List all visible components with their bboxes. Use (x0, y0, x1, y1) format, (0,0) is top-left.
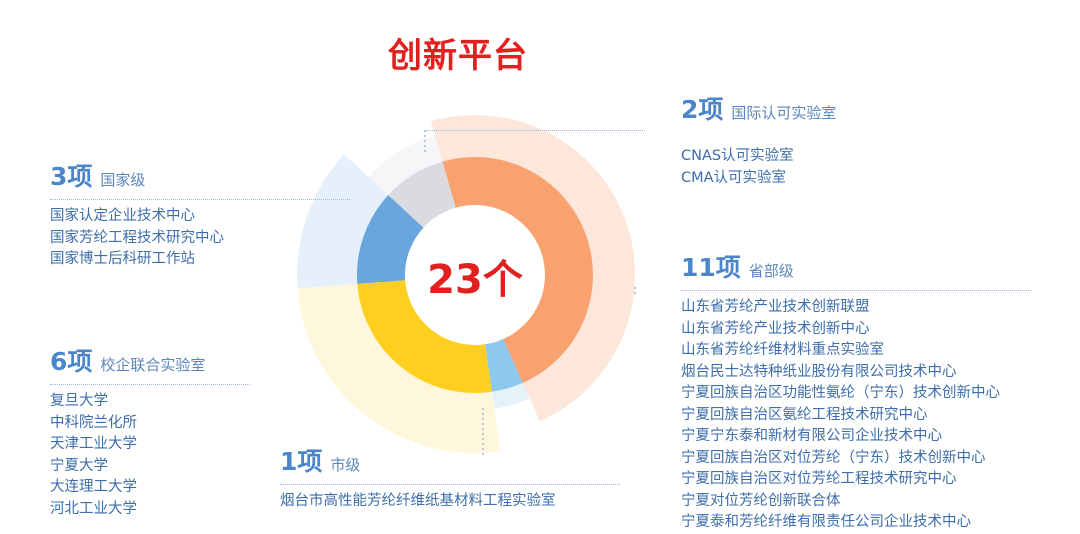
divider (425, 130, 645, 131)
list-item: 宁夏回族自治区功能性氨纶（宁东）技术创新中心 (681, 385, 1000, 401)
group-school-count: 6项 (50, 347, 93, 376)
donut-slice (485, 339, 523, 392)
donut-slice (356, 195, 424, 284)
list-item: 宁夏泰和芳纶纤维有限责任公司企业技术中心 (681, 514, 971, 530)
list-item: 山东省芳纶纤维材料重点实验室 (681, 342, 884, 358)
list-item: 国家认定企业技术中心 (50, 208, 195, 224)
group-school-header: 6项 校企联合实验室 (50, 342, 250, 378)
list-item: 河北工业大学 (50, 500, 137, 517)
group-provincial-header: 11项 省部级 (681, 248, 1031, 284)
list-item: 山东省芳纶产业技术创新中心 (681, 320, 870, 337)
list-item: 大连理工大学 (50, 479, 137, 495)
group-city-header: 1项 市级 (280, 442, 620, 478)
group-intl-label: 国际认可实验室 (731, 104, 837, 122)
list-item: 宁夏回族自治区氨纶工程技术研究中心 (681, 406, 928, 423)
group-city: 1项 市级 烟台市高性能芳纶纤维纸基材料工程实验室 (280, 442, 620, 513)
group-national-label: 国家级 (100, 171, 146, 189)
group-intl-items: CNAS认可实验室 CMA认可实验室 (681, 146, 836, 189)
slice-halo (430, 114, 636, 422)
list-item: 烟台民士达特种纸业股份有限公司技术中心 (681, 363, 957, 380)
list-item: 国家芳纶工程技术研究中心 (50, 229, 224, 246)
list-item: 宁夏宁东泰和新材有限公司企业技术中心 (681, 428, 942, 444)
leader-lines (424, 130, 636, 458)
divider (280, 484, 620, 485)
group-intl-count: 2项 (681, 95, 724, 124)
group-school-items: 复旦大学 中科院兰化所 天津工业大学 宁夏大学 大连理工大学 河北工业大学 (50, 391, 250, 520)
donut-slice (388, 161, 456, 228)
group-provincial: 11项 省部级 山东省芳纶产业技术创新联盟 山东省芳纶产业技术创新中心 山东省芳纶… (681, 248, 1031, 534)
group-provincial-label: 省部级 (748, 262, 794, 280)
group-intl-header: 2项 国际认可实验室 (681, 90, 836, 126)
slice-halo (296, 154, 389, 289)
slice-halo (368, 135, 443, 196)
list-item: 中科院兰化所 (50, 414, 137, 431)
donut-slice (357, 280, 492, 394)
group-national-items: 国家认定企业技术中心 国家芳纶工程技术研究中心 国家博士后科研工作站 (50, 206, 350, 271)
divider (50, 199, 350, 200)
group-provincial-count: 11项 (681, 253, 741, 282)
slice-layer (356, 157, 593, 394)
list-item: CMA认可实验室 (681, 169, 787, 186)
group-city-label: 市级 (330, 456, 361, 474)
group-national-count: 3项 (50, 162, 93, 191)
page-title: 创新平台 (388, 36, 528, 76)
list-item: 宁夏回族自治区对位芳纶工程技术研究中心 (681, 471, 957, 487)
divider (50, 384, 250, 385)
group-school-label: 校企联合实验室 (100, 356, 206, 374)
group-city-count: 1项 (280, 447, 323, 476)
list-item: 宁夏大学 (50, 457, 108, 474)
group-provincial-items: 山东省芳纶产业技术创新联盟 山东省芳纶产业技术创新中心 山东省芳纶纤维材料重点实… (681, 297, 1031, 534)
slice-halo (297, 283, 501, 453)
list-item: 国家博士后科研工作站 (50, 251, 195, 267)
center-total-value: 23个 (427, 257, 523, 303)
list-item: 宁夏对位芳纶创新联合体 (681, 492, 841, 509)
list-item: CNAS认可实验室 (681, 148, 794, 164)
slice-halo (491, 382, 530, 409)
list-item: 宁夏回族自治区对位芳纶（宁东）技术创新中心 (681, 449, 986, 466)
donut-slice (442, 157, 593, 383)
divider (681, 290, 1031, 291)
group-city-items: 烟台市高性能芳纶纤维纸基材料工程实验室 (280, 491, 620, 513)
list-item: 烟台市高性能芳纶纤维纸基材料工程实验室 (280, 493, 556, 509)
list-item: 山东省芳纶产业技术创新联盟 (681, 299, 870, 315)
halo-layer (296, 114, 636, 453)
list-item: 天津工业大学 (50, 436, 137, 452)
group-national-header: 3项 国家级 (50, 157, 350, 193)
group-school-enterprise: 6项 校企联合实验室 复旦大学 中科院兰化所 天津工业大学 宁夏大学 大连理工大学… (50, 342, 250, 520)
group-national: 3项 国家级 国家认定企业技术中心 国家芳纶工程技术研究中心 国家博士后科研工作站 (50, 157, 350, 271)
group-intl-labs: 2项 国际认可实验室 CNAS认可实验室 CMA认可实验室 (425, 90, 836, 189)
list-item: 复旦大学 (50, 393, 108, 409)
